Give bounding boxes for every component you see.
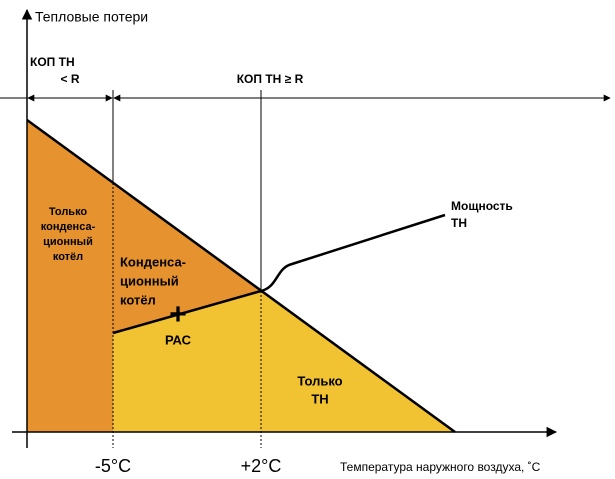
region-label: ционный bbox=[43, 236, 93, 248]
region-boiler-only bbox=[27, 120, 113, 432]
region-label: Только bbox=[49, 206, 88, 218]
region-label: котёл bbox=[53, 251, 83, 263]
tick-label: -5°C bbox=[95, 456, 131, 476]
axis-x-label: Температура наружного воздуха, ˚C bbox=[340, 460, 541, 474]
zone-label: КОП ТН ≥ R bbox=[237, 72, 304, 86]
plus-sign: + bbox=[169, 298, 187, 331]
region-label: конденса- bbox=[41, 221, 96, 233]
region-hp-only bbox=[113, 291, 455, 432]
region-label: Только bbox=[297, 373, 342, 388]
zone-label: < R bbox=[60, 72, 79, 86]
hp-power-label: Мощность bbox=[451, 199, 513, 213]
heat-loss-line bbox=[26, 118, 456, 434]
region-boiler bbox=[113, 183, 261, 333]
region-label: ТН bbox=[311, 391, 328, 406]
region-label: котёл bbox=[120, 292, 156, 307]
pac-label: РАС bbox=[165, 332, 192, 347]
tick-label: +2°C bbox=[241, 456, 282, 476]
hp-power-label: ТН bbox=[451, 216, 467, 230]
zone-label: КОП ТН bbox=[30, 55, 75, 69]
axis-y-label: Тепловые потери bbox=[35, 9, 148, 25]
region-label: Конденса- bbox=[120, 254, 186, 269]
region-label: ционный bbox=[120, 273, 179, 288]
